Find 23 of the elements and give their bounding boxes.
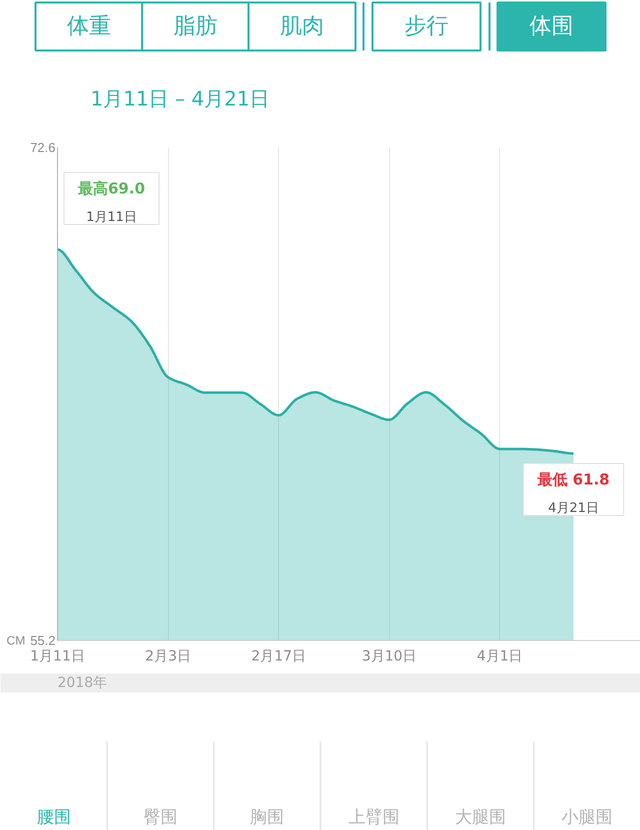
chart-title: 1月11日 – 4月21日 [90,86,270,110]
y-axis-title: CM [6,634,26,648]
text: 步行 [404,14,448,39]
x-tick-label: 2月17日 [251,648,306,664]
text: 体重 [66,14,111,39]
y-tick-label: 72.6 [30,140,56,155]
x-tick-label: 1月11日 [30,648,85,664]
y-tick-label: 55.2 [30,633,56,648]
text: 体围 [530,14,574,39]
x-axis-title: 2018年 [58,675,108,691]
x-tick-label: 2月3日 [145,648,191,664]
x-tick-label: 3月10日 [362,648,417,664]
text: 肌肉 [280,14,324,39]
text: 小腿围 [562,808,613,828]
text: 大腿围 [455,808,506,828]
text: 脂肪 [173,14,218,39]
x-tick-label: 4月1日 [476,648,523,664]
text: 臀围 [144,808,178,828]
text: 腰围 [36,808,71,828]
text: 上臂围 [348,808,400,828]
data-label: 最高69.0 1月11日 [76,180,146,225]
data-label: 最低 61.8 4月21日 [536,470,610,516]
text: 胸围 [250,808,284,828]
